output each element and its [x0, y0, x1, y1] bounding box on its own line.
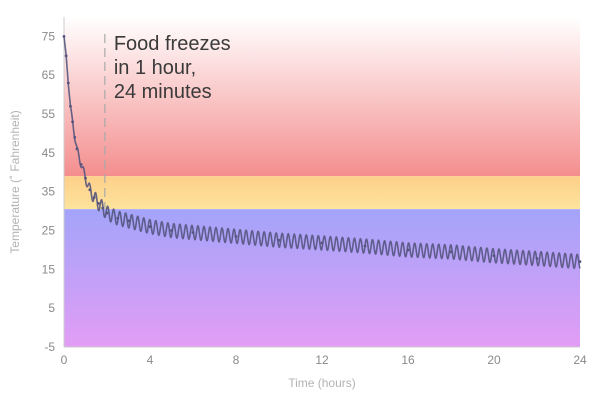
y-tick-label: 55	[42, 107, 56, 121]
temperature-data-point	[92, 196, 96, 199]
temperature-data-point	[69, 104, 72, 108]
temperature-band-0	[64, 17, 580, 177]
x-tick-label: 8	[233, 353, 240, 367]
temperature-data-point	[148, 225, 152, 229]
freeze-annotation: Food freezes in 1 hour, 24 minutes	[104, 33, 231, 210]
temperature-data-point	[449, 250, 453, 254]
y-tick-label: 25	[42, 224, 56, 238]
temperature-data-point	[127, 219, 130, 223]
x-tick-label: 4	[147, 353, 154, 367]
temperature-data-point	[170, 229, 173, 232]
series-layer	[62, 35, 582, 270]
temperature-band-1	[64, 176, 580, 210]
y-tick-labels: -5 5 15 25 35 45 55 65 75	[42, 29, 56, 354]
x-axis-title: Time (hours)	[288, 376, 356, 390]
temperature-data-point	[64, 54, 68, 58]
x-tick-label: 12	[315, 353, 329, 367]
y-tick-label: -5	[44, 340, 55, 354]
annotation-line-text: in 1 hour,	[114, 57, 196, 79]
x-tick-labels: 0 4 8 12 16 20 24	[61, 353, 587, 367]
temperature-data-point	[75, 147, 79, 151]
temperature-data-point	[492, 254, 496, 258]
temperature-data-point	[84, 176, 87, 180]
y-tick-label: 35	[42, 185, 56, 199]
temperature-data-point	[73, 135, 77, 139]
freeze-annotation-text: Food freezes in 1 hour, 24 minutes	[114, 33, 231, 103]
temperature-data-point	[97, 201, 100, 205]
temperature-data-point	[578, 260, 582, 263]
temperature-data-point	[406, 248, 410, 252]
temperature-series-line	[63, 36, 581, 270]
temperature-data-point	[191, 231, 195, 234]
temperature-data-point	[320, 241, 324, 245]
temperature-data-point	[101, 206, 105, 210]
temperature-data-point	[79, 163, 83, 166]
y-tick-label: 45	[42, 146, 56, 160]
x-tick-label: 24	[573, 353, 587, 367]
temperature-data-point	[62, 35, 66, 38]
temperature-data-point	[71, 120, 74, 124]
axes	[63, 17, 580, 348]
x-tick-label: 20	[487, 353, 501, 367]
x-tick-label: 0	[61, 353, 68, 367]
y-tick-label: 65	[42, 68, 56, 82]
temperature-data-point	[277, 238, 281, 242]
temperature-data-point	[88, 188, 92, 192]
x-tick-label: 16	[401, 353, 415, 367]
y-tick-label: 5	[48, 301, 55, 315]
temperature-data-point	[116, 216, 120, 220]
temperature-data-point	[105, 211, 109, 215]
temperature-bands	[64, 17, 580, 347]
y-tick-label: 75	[42, 29, 56, 43]
temperature-band-2	[64, 209, 580, 347]
temperature-data-point	[234, 234, 238, 238]
temperature-data-point	[535, 257, 539, 260]
annotation-line-text: 24 minutes	[114, 81, 212, 103]
temperature-data-point	[66, 81, 70, 85]
y-tick-label: 15	[42, 262, 56, 276]
annotation-line-text: Food freezes	[114, 33, 231, 55]
y-axis-title: Temperature (˚ Fahrenheit)	[8, 110, 22, 253]
temperature-data-point	[363, 244, 367, 248]
